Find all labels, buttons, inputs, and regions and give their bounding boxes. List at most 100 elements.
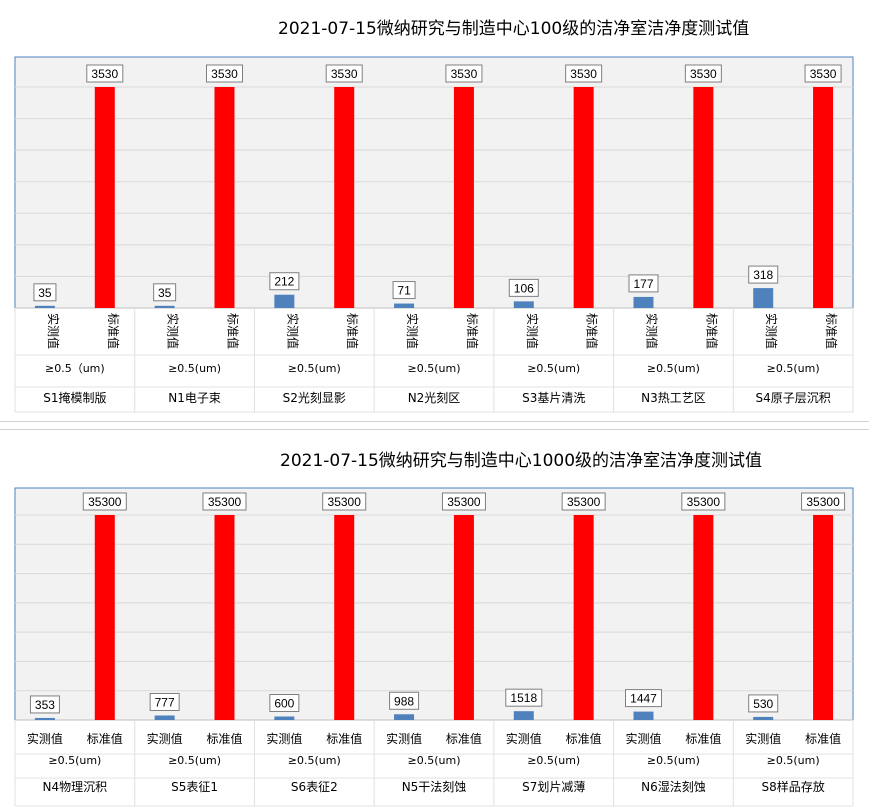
bar-standard: [334, 87, 355, 308]
series-name-label: 实测值: [525, 313, 540, 349]
series-name-label: 实测值: [166, 313, 181, 349]
series-name-label: 标准值: [106, 313, 121, 349]
series-name-label: 标准值: [87, 731, 123, 746]
bar-measured: [34, 305, 55, 308]
series-name-label: 实测值: [27, 731, 63, 746]
series-name-label: 标准值: [446, 731, 482, 746]
data-label-box: [389, 691, 420, 710]
bar-standard: [214, 515, 235, 720]
bar-standard: [94, 87, 115, 308]
bar-standard: [813, 87, 834, 308]
data-label: 35300: [328, 495, 362, 509]
data-label-box: [153, 283, 177, 302]
category-label: N4物理沉积: [43, 780, 108, 794]
bar-measured: [394, 714, 415, 720]
data-label-box: [392, 281, 416, 300]
data-label-box: [681, 492, 726, 511]
data-label-box: [748, 694, 779, 713]
bar-measured: [513, 711, 534, 720]
bar-standard: [573, 515, 594, 720]
series-name-label: 标准值: [824, 313, 839, 349]
data-label-box: [561, 492, 606, 511]
data-label: 212: [274, 275, 294, 289]
data-label-box: [625, 689, 662, 708]
bar-standard: [573, 87, 594, 308]
data-label-box: [748, 265, 779, 284]
series-name-label: 标准值: [585, 313, 600, 349]
data-label-box: [269, 694, 300, 713]
bar-standard: [693, 87, 714, 308]
chart-panel-100: 2021-07-15微纳研究与制造中心100级的洁净室洁净度测试值 35 实测值 3…: [14, 19, 854, 413]
data-label: 3530: [91, 67, 118, 81]
data-label: 35300: [806, 495, 840, 509]
category-label: S2光刻显影: [283, 391, 346, 405]
series-name-label: 标准值: [805, 731, 841, 746]
data-label-box: [508, 278, 539, 297]
chart-title: 2021-07-15微纳研究与制造中心100级的洁净室洁净度测试值: [278, 19, 750, 39]
category-label: S8样品存放: [762, 779, 825, 794]
particle-size-label: ≥0.5(um): [527, 754, 580, 767]
data-label-box: [325, 64, 363, 83]
category-label: N2光刻区: [408, 391, 461, 405]
series-name-label: 标准值: [685, 731, 721, 746]
category-label: N3热工艺区: [641, 391, 706, 405]
particle-size-label: ≥0.5(um): [288, 754, 341, 767]
series-name-label: 标准值: [226, 313, 241, 349]
data-label-box: [801, 492, 846, 511]
category-label: S7划片减薄: [522, 779, 585, 794]
bar-measured: [154, 305, 175, 308]
data-label: 988: [394, 694, 414, 708]
series-name-label: 实测值: [405, 313, 420, 349]
category-label: S4原子层沉积: [756, 391, 831, 405]
series-name-label: 标准值: [345, 313, 360, 349]
plot-area: [14, 56, 854, 309]
data-label-box: [269, 272, 300, 291]
series-name-label: 标准值: [206, 731, 242, 746]
data-label-box: [565, 64, 603, 83]
data-label: 3530: [211, 67, 238, 81]
category-label: S1掩模制版: [43, 391, 106, 405]
bar-measured: [633, 711, 654, 720]
data-label-box: [505, 688, 543, 707]
data-label-box: [628, 274, 659, 293]
bar-measured: [633, 296, 654, 308]
bar-standard: [453, 87, 474, 308]
bar-measured: [394, 303, 415, 308]
data-label: 3530: [810, 67, 837, 81]
data-label: 35300: [567, 495, 601, 509]
category-label: N6湿法刻蚀: [641, 779, 706, 794]
category-label: S3基片清洗: [522, 391, 585, 405]
category-label: S5表征1: [171, 780, 218, 794]
bar-measured: [154, 715, 175, 720]
data-label-box: [206, 64, 243, 83]
series-name-label: 实测值: [745, 731, 781, 746]
data-label: 177: [633, 277, 653, 291]
data-label-box: [804, 64, 842, 83]
data-label: 35: [158, 286, 172, 300]
data-label: 530: [753, 697, 773, 711]
series-name-label: 实测值: [386, 731, 422, 746]
particle-size-label: ≥0.5(um): [408, 362, 461, 375]
particle-size-label: ≥0.5(um): [767, 362, 820, 375]
data-label-box: [86, 64, 124, 83]
data-label-box: [322, 492, 367, 511]
bar-standard: [453, 515, 474, 720]
data-label: 777: [155, 695, 175, 709]
series-name-label: 实测值: [46, 313, 61, 349]
category-label: N5干法刻蚀: [402, 780, 467, 794]
category-label: S6表征2: [291, 780, 338, 794]
particle-size-label: ≥0.5(um): [48, 754, 101, 767]
particle-size-label: ≥0.5(um): [288, 362, 341, 375]
series-name-label: 实测值: [285, 313, 300, 349]
particle-size-label: ≥0.5(um): [647, 754, 700, 767]
bar-standard: [693, 515, 714, 720]
category-label: N1电子束: [168, 391, 221, 405]
data-label: 106: [514, 281, 534, 295]
series-name-label: 实测值: [645, 313, 660, 349]
data-label: 3530: [331, 67, 358, 81]
data-label: 353: [35, 698, 55, 712]
particle-size-label: ≥0.5(um): [168, 362, 221, 375]
data-label: 71: [397, 284, 411, 298]
data-label: 3530: [451, 67, 478, 81]
data-label-box: [29, 695, 60, 714]
